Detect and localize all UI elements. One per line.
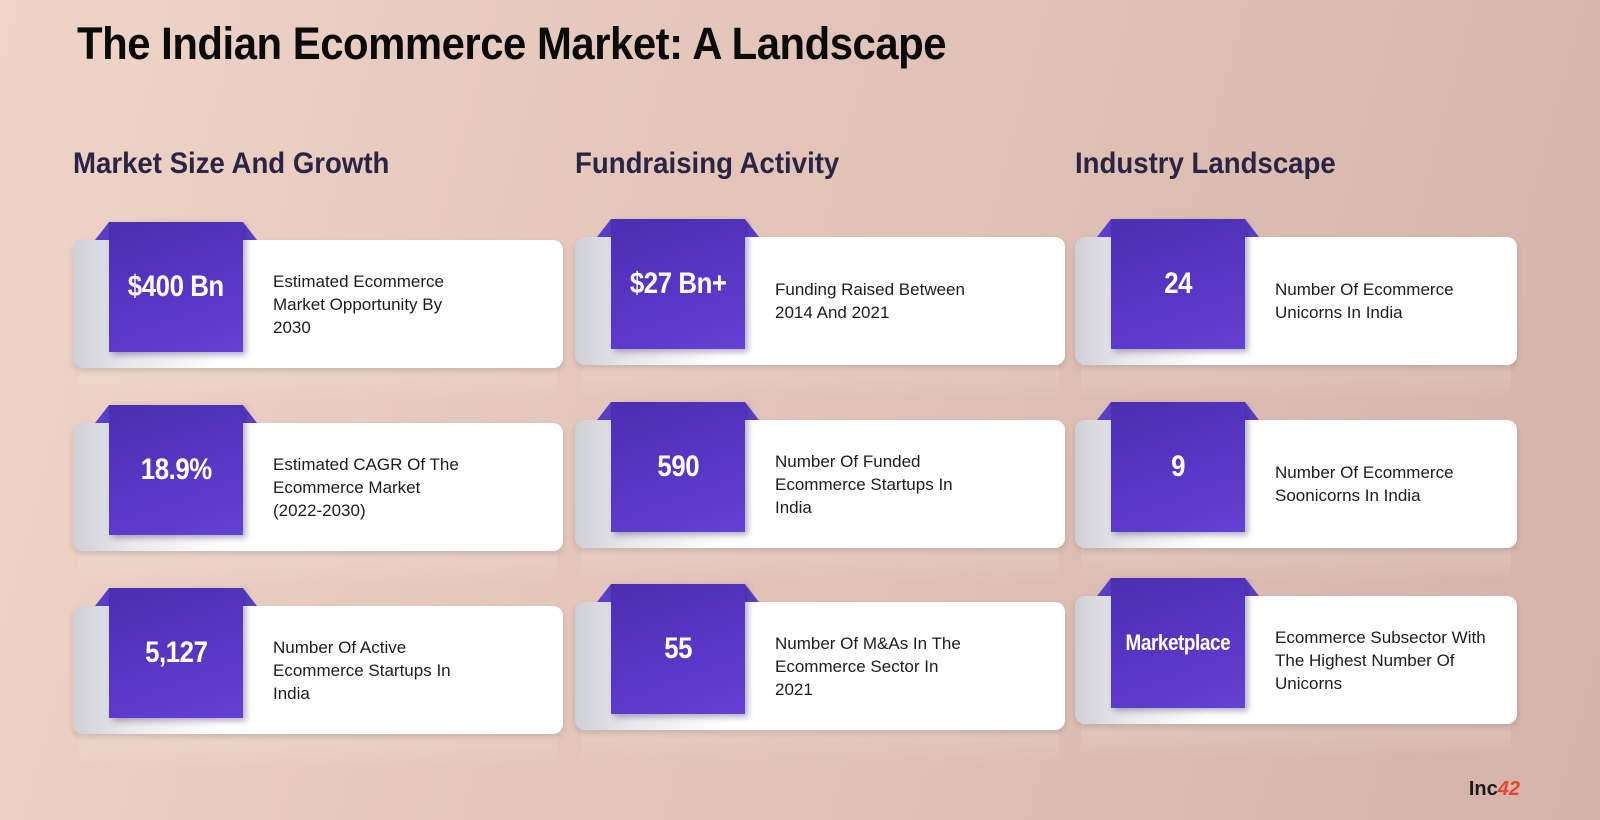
stat-value-box: 24 bbox=[1111, 219, 1245, 349]
stat-value-box: $27 Bn+ bbox=[611, 219, 745, 349]
stat-description: Number Of M&As In The Ecommerce Sector I… bbox=[775, 633, 961, 699]
stat-value-box: 590 bbox=[611, 402, 745, 532]
column-industry-landscape: Industry Landscape 24 Number Of Ecommerc… bbox=[1075, 0, 1517, 820]
stat-value: Marketplace bbox=[1125, 630, 1231, 655]
stat-description: Number Of Active Ecommerce Startups In I… bbox=[273, 637, 451, 703]
stat-description: Number Of Funded Ecommerce Startups In I… bbox=[775, 451, 953, 517]
stat-description: Number Of Ecommerce Unicorns In India bbox=[1275, 280, 1454, 322]
stat-value: 5,127 bbox=[144, 636, 208, 669]
column-fundraising: Fundraising Activity $27 Bn+ Funding Rai… bbox=[575, 0, 1065, 820]
stat-card: $400 Bn Estimated Ecommerce Market Oppor… bbox=[73, 222, 563, 412]
stat-card: 24 Number Of Ecommerce Unicorns In India bbox=[1075, 219, 1517, 409]
stat-value: 590 bbox=[657, 450, 699, 483]
stat-card: 18.9% Estimated CAGR Of The Ecommerce Ma… bbox=[73, 405, 563, 595]
stat-value-box: 55 bbox=[611, 584, 745, 714]
stat-value-box: $400 Bn bbox=[109, 222, 243, 352]
column-market-size: Market Size And Growth $400 Bn Estimated… bbox=[73, 0, 563, 820]
stat-description: Funding Raised Between 2014 And 2021 bbox=[775, 280, 965, 322]
stat-value: $27 Bn+ bbox=[629, 267, 727, 300]
stat-card: Marketplace Ecommerce Subsector With The… bbox=[1075, 578, 1517, 768]
stat-description: Estimated Ecommerce Market Opportunity B… bbox=[273, 271, 444, 337]
column-heading: Industry Landscape bbox=[1075, 147, 1336, 180]
stat-value-box: 18.9% bbox=[109, 405, 243, 535]
column-heading: Market Size And Growth bbox=[73, 147, 390, 180]
page-title: The Indian Ecommerce Market: A Landscape bbox=[77, 18, 947, 69]
stat-value-box: 9 bbox=[1111, 402, 1245, 532]
stat-card: 590 Number Of Funded Ecommerce Startups … bbox=[575, 402, 1065, 592]
stat-card: $27 Bn+ Funding Raised Between 2014 And … bbox=[575, 219, 1065, 409]
stat-card: 5,127 Number Of Active Ecommerce Startup… bbox=[73, 588, 563, 778]
stat-value: 18.9% bbox=[140, 453, 212, 486]
stat-description: Estimated CAGR Of The Ecommerce Market (… bbox=[273, 454, 459, 520]
stat-value: 9 bbox=[1171, 450, 1185, 483]
stat-description: Ecommerce Subsector With The Highest Num… bbox=[1275, 627, 1486, 693]
stat-card: 55 Number Of M&As In The Ecommerce Secto… bbox=[575, 584, 1065, 774]
column-heading: Fundraising Activity bbox=[575, 147, 840, 180]
inc42-logo: Inc42 bbox=[1468, 778, 1520, 800]
stat-value: 55 bbox=[664, 632, 692, 665]
stat-value-box: Marketplace bbox=[1111, 578, 1245, 708]
stat-value: 24 bbox=[1164, 267, 1192, 300]
stat-description: Number Of Ecommerce Soonicorns In India bbox=[1275, 463, 1454, 505]
stat-card: 9 Number Of Ecommerce Soonicorns In Indi… bbox=[1075, 402, 1517, 592]
stat-value: $400 Bn bbox=[128, 270, 224, 303]
stat-value-box: 5,127 bbox=[109, 588, 243, 718]
